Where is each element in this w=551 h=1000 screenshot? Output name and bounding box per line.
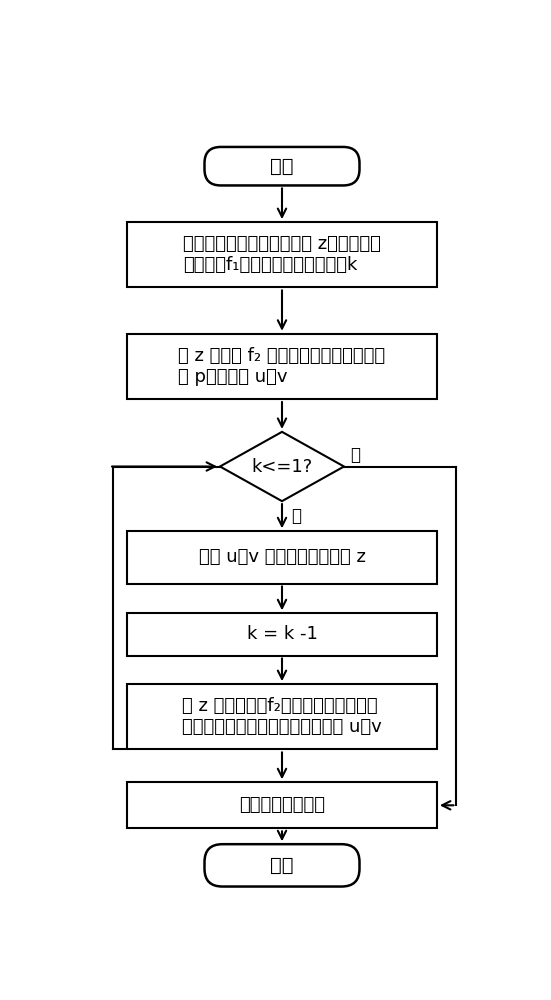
FancyBboxPatch shape <box>204 844 359 887</box>
Text: 将 z 分别输入到f₂中，比较输出概率向
量，确定一个失效阵元位置，更新 u、v: 将 z 分别输入到f₂中，比较输出概率向 量，确定一个失效阵元位置，更新 u、v <box>182 697 382 736</box>
Bar <box>127 531 437 584</box>
Text: 利用 u、v 和补偿公式，更新 z: 利用 u、v 和补偿公式，更新 z <box>198 548 365 566</box>
Bar <box>127 222 437 287</box>
FancyBboxPatch shape <box>204 147 359 185</box>
Text: 结束: 结束 <box>270 856 294 875</box>
Text: k = k -1: k = k -1 <box>246 625 317 643</box>
Text: 否: 否 <box>291 507 301 525</box>
Text: 在远场区域内采集辐射数据 z，并输入到
神经网络f₁中，输出失效阵元个数k: 在远场区域内采集辐射数据 z，并输入到 神经网络f₁中，输出失效阵元个数k <box>183 235 381 274</box>
Text: 将 z 输入到 f₂ 中，得到阵元失效概率向
量 p，并确定 u、v: 将 z 输入到 f₂ 中，得到阵元失效概率向 量 p，并确定 u、v <box>179 347 386 386</box>
Bar <box>127 684 437 749</box>
Text: k<=1?: k<=1? <box>251 458 312 476</box>
Bar <box>127 782 437 828</box>
Text: 开始: 开始 <box>270 157 294 176</box>
Bar <box>127 334 437 399</box>
Text: 输出失效阵元位置: 输出失效阵元位置 <box>239 796 325 814</box>
Polygon shape <box>220 432 344 501</box>
Text: 是: 是 <box>350 446 360 464</box>
Bar <box>127 613 437 656</box>
